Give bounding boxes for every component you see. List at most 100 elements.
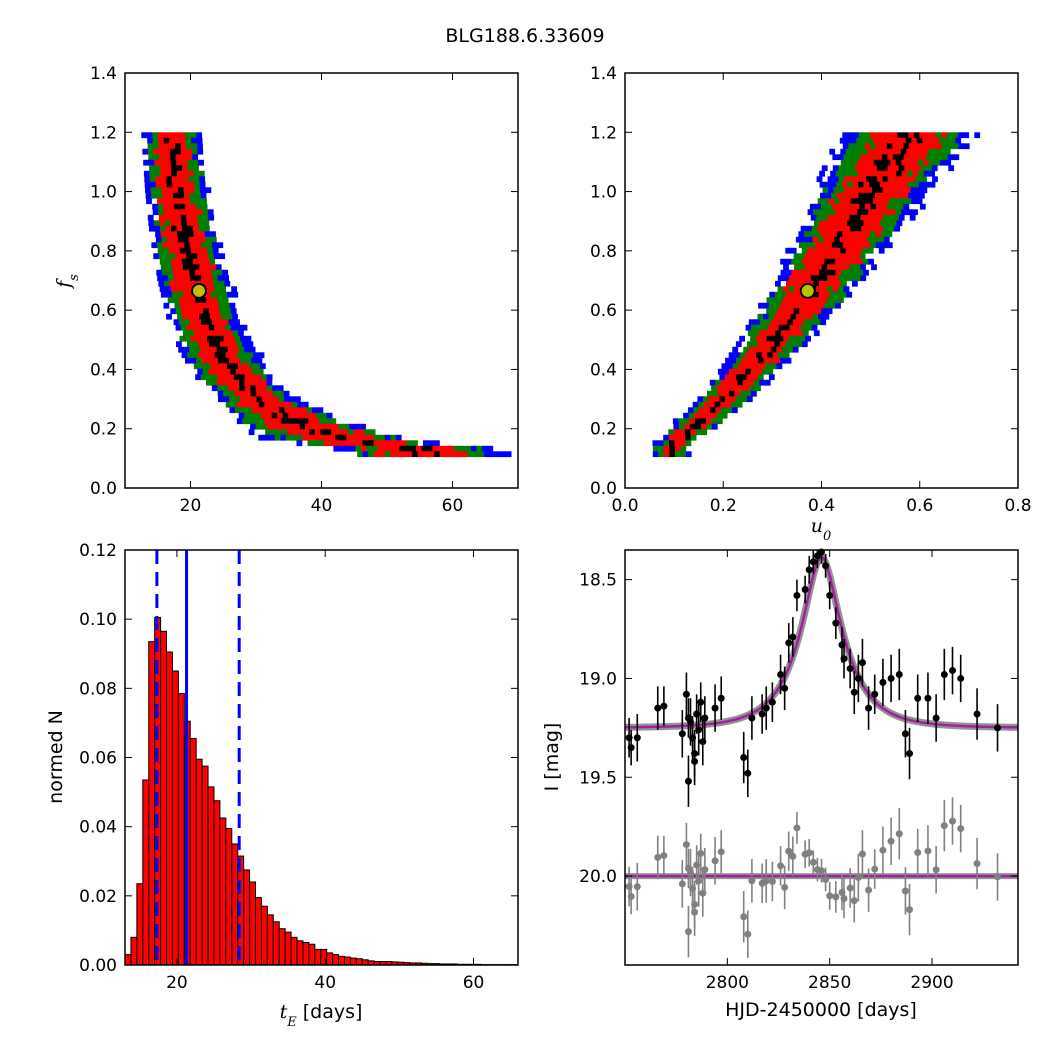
density-cell	[169, 253, 176, 260]
data-point	[994, 724, 1002, 732]
density-cell	[200, 187, 206, 194]
density-cell	[872, 137, 879, 144]
density-cell	[216, 330, 222, 337]
density-cell	[897, 192, 903, 199]
density-cell	[856, 198, 862, 205]
density-cell	[169, 209, 176, 216]
histogram-bar	[272, 921, 280, 966]
histogram-bar	[231, 843, 239, 966]
density-cell	[373, 440, 380, 447]
residual-point	[785, 847, 793, 855]
data-point	[879, 678, 887, 686]
density-cell	[824, 280, 831, 287]
density-cell	[781, 319, 788, 326]
density-cell	[793, 308, 800, 315]
density-cell	[210, 264, 217, 271]
density-cell	[832, 214, 839, 221]
density-cell	[706, 423, 713, 430]
density-cell	[162, 275, 169, 282]
density-cell	[741, 396, 748, 403]
data-point	[871, 690, 879, 698]
density-cell	[168, 247, 175, 254]
density-cell	[162, 242, 169, 249]
histogram-bar	[266, 914, 274, 966]
density-cell	[172, 181, 178, 188]
density-cell	[683, 412, 689, 419]
density-cell	[261, 379, 267, 386]
density-cell	[382, 445, 389, 452]
density-cell	[860, 214, 867, 221]
density-cell	[836, 231, 843, 238]
density-cell	[835, 269, 842, 276]
density-cell	[215, 363, 222, 370]
density-cell	[182, 165, 188, 172]
density-cell	[873, 159, 880, 166]
density-cell	[783, 297, 789, 304]
density-cell	[889, 148, 896, 155]
data-point	[744, 769, 752, 777]
density-cell	[933, 137, 940, 144]
density-cell	[173, 192, 179, 199]
density-cell	[200, 192, 207, 199]
density-cell	[684, 423, 691, 430]
density-cell	[746, 341, 753, 348]
density-cell	[815, 308, 822, 315]
density-cell	[236, 324, 242, 331]
density-cell	[210, 231, 216, 238]
density-cell	[846, 291, 853, 298]
residual-point	[826, 892, 834, 900]
density-cell	[658, 451, 665, 458]
density-cell	[889, 137, 896, 144]
density-cell	[807, 209, 814, 216]
density-cell	[788, 286, 795, 293]
density-cell	[764, 330, 771, 337]
density-cell	[180, 137, 186, 144]
density-cell	[740, 390, 746, 397]
density-cell	[197, 253, 204, 260]
density-cell	[158, 143, 165, 150]
density-cell	[746, 396, 753, 403]
density-cell	[218, 396, 224, 403]
density-cell	[292, 429, 299, 436]
density-cell	[180, 280, 187, 287]
density-cell	[219, 253, 226, 260]
density-cell	[745, 324, 752, 331]
density-cell	[832, 297, 839, 304]
density-cell	[898, 154, 905, 161]
density-cell	[731, 379, 738, 386]
density-cell	[756, 368, 763, 375]
te-histogram-plot-area	[124, 550, 518, 966]
density-cell	[953, 154, 960, 161]
density-cell	[858, 231, 865, 238]
density-cell	[837, 154, 844, 161]
data-point	[691, 757, 699, 765]
density-cell	[931, 154, 938, 161]
density-cell	[817, 198, 824, 205]
density-cell	[209, 352, 215, 359]
density-cell	[801, 236, 808, 243]
density-cell	[923, 159, 930, 166]
residual-point	[957, 825, 965, 833]
density-cell	[776, 363, 783, 370]
data-point	[777, 671, 785, 678]
density-cell	[195, 319, 202, 326]
density-cell	[725, 357, 731, 364]
density-cell	[789, 324, 796, 331]
density-cell	[679, 434, 686, 441]
best-fit-marker	[799, 282, 816, 299]
density-cell	[379, 451, 385, 458]
density-cell	[827, 176, 834, 183]
density-cell	[835, 258, 841, 265]
density-cell	[190, 335, 197, 342]
density-cell	[185, 203, 191, 210]
density-cell	[901, 170, 908, 177]
density-cell	[351, 440, 358, 447]
density-cell	[824, 291, 831, 298]
density-cell	[291, 401, 298, 408]
density-cell	[812, 313, 819, 320]
density-cell	[207, 335, 213, 342]
density-cell	[154, 225, 161, 232]
density-cell	[835, 302, 841, 309]
density-cell	[428, 451, 435, 458]
density-cell	[851, 209, 858, 216]
